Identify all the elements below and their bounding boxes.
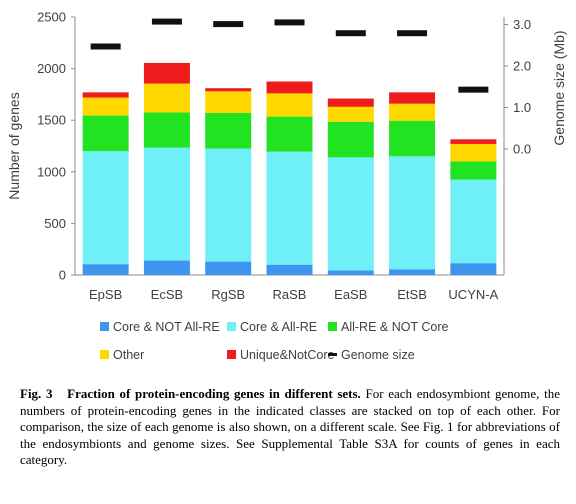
- x-tick-label: EpSB: [89, 287, 122, 302]
- legend-label: Core & All-RE: [240, 320, 317, 334]
- x-tick-label: EtSB: [397, 287, 427, 302]
- bar-segment: [327, 106, 374, 122]
- genome-size-marker: [90, 43, 121, 50]
- bar-segment: [82, 92, 129, 98]
- legend-label: Core & NOT All-RE: [113, 320, 220, 334]
- x-tick-label: RgSB: [211, 287, 245, 302]
- legend-label: Other: [113, 348, 144, 362]
- bar-segment: [389, 92, 436, 104]
- y-tick-label: 2500: [37, 10, 66, 25]
- bar-segment: [205, 91, 252, 113]
- y2-tick-label: 2.0: [513, 59, 531, 74]
- bar-segment: [266, 116, 313, 152]
- y-tick-label: 1000: [37, 164, 66, 179]
- bar-segment: [450, 179, 497, 264]
- legend-swatch: [100, 322, 109, 331]
- y-tick-label: 0: [59, 268, 66, 283]
- x-tick-label: EcSB: [151, 287, 184, 302]
- legend-label: Unique&NotCore: [240, 348, 335, 362]
- legend-label: All-RE & NOT Core: [341, 320, 448, 334]
- bar-segment: [143, 112, 190, 148]
- y2-tick-label: 0.0: [513, 142, 531, 157]
- genome-size-marker: [274, 19, 305, 26]
- bar-segment: [82, 115, 129, 152]
- bar-segment: [143, 62, 190, 84]
- figure-caption: Fig. 3 Fraction of protein-encoding gene…: [20, 386, 560, 469]
- bar-segment: [450, 139, 497, 144]
- bar-segment: [143, 83, 190, 113]
- bar-segment: [82, 97, 129, 116]
- y-tick-label: 500: [44, 216, 66, 231]
- bar-segment: [266, 93, 313, 117]
- bar-segment: [205, 148, 252, 262]
- stacked-bar-chart: 0 500 1000 1500 2000 2500 0.0 1.0 2.0 3.0 Number o…: [6, 10, 567, 363]
- bar-segment: [389, 120, 436, 157]
- bar-segment: [450, 143, 497, 162]
- y2-axis-title: Genome size (Mb): [551, 30, 567, 145]
- caption-label: Fig. 3: [20, 386, 53, 401]
- x-tick-label: RaSB: [273, 287, 307, 302]
- bar-segment: [327, 157, 374, 271]
- bar-segment: [389, 156, 436, 270]
- genome-size-marker: [335, 30, 366, 37]
- bar-segment: [389, 269, 436, 275]
- genome-size-marker: [151, 18, 182, 25]
- bar-segment: [450, 263, 497, 275]
- bar-segment: [266, 81, 313, 94]
- x-tick-label: EaSB: [334, 287, 367, 302]
- bar-segment: [450, 161, 497, 180]
- genome-size-marker: [397, 30, 428, 37]
- legend-line-swatch: [328, 353, 337, 356]
- bar-segment: [389, 103, 436, 121]
- x-tick-label: UCYN-A: [448, 287, 498, 302]
- y2-tick-label: 3.0: [513, 17, 531, 32]
- bar-segment: [82, 264, 129, 275]
- y-tick-label: 1500: [37, 113, 66, 128]
- y-axis-title: Number of genes: [6, 92, 22, 199]
- genome-size-marker: [213, 21, 244, 28]
- bar-segment: [205, 112, 252, 149]
- y2-tick-label: 1.0: [513, 100, 531, 115]
- bar-segment: [205, 261, 252, 275]
- legend-label: Genome size: [341, 348, 415, 362]
- legend-swatch: [227, 322, 236, 331]
- caption-title: Fraction of protein-encoding genes in di…: [67, 386, 361, 401]
- bar-segment: [143, 147, 190, 261]
- legend-swatch: [328, 322, 337, 331]
- legend-swatch: [100, 350, 109, 359]
- genome-size-marker: [458, 86, 489, 93]
- y-tick-label: 2000: [37, 61, 66, 76]
- bar-segment: [327, 121, 374, 158]
- caption-body: For each endosymbiont genome, the number…: [20, 386, 560, 468]
- bar-segment: [82, 151, 129, 265]
- legend-swatch: [227, 350, 236, 359]
- bar-segment: [143, 260, 190, 275]
- bar-segment: [266, 151, 313, 265]
- bar-segment: [266, 264, 313, 275]
- bar-segment: [327, 98, 374, 107]
- bar-segment: [205, 88, 252, 92]
- bar-segment: [327, 270, 374, 275]
